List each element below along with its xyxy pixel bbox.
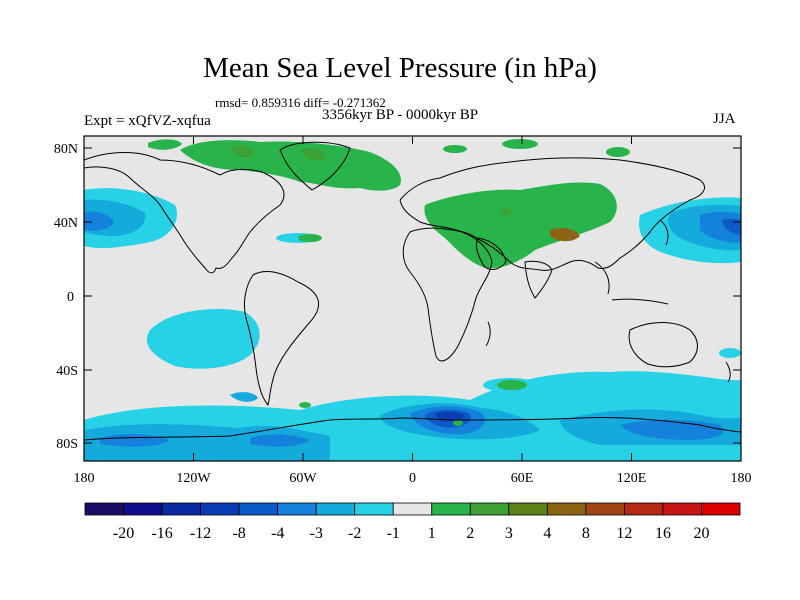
lat-tick-label: 40N	[54, 216, 78, 231]
colorbar-label: 16	[655, 525, 671, 542]
colorbar-swatch	[200, 502, 240, 516]
positive-anomaly-areas	[148, 139, 630, 426]
colorbar-swatch	[624, 502, 664, 516]
colorbar-swatch	[315, 502, 356, 516]
colorbar-label: -12	[190, 525, 211, 542]
colorbar-swatch	[161, 502, 201, 516]
colorbar-swatch	[701, 502, 741, 516]
lat-axis	[84, 147, 741, 444]
colorbar-label: 4	[543, 525, 551, 542]
colorbar-swatch	[585, 502, 625, 516]
colorbar-label: 3	[505, 525, 513, 542]
lon-axis	[83, 136, 742, 461]
colorbar-swatch	[84, 502, 124, 516]
lon-tick-label: 60E	[511, 471, 534, 486]
colorbar-label: -2	[348, 525, 361, 542]
season-label: JJA	[713, 111, 736, 127]
lon-tick-label: 180	[74, 471, 95, 486]
colorbar-swatch	[354, 502, 394, 516]
lat-tick-label: 80S	[56, 437, 78, 452]
lat-tick-label: 40S	[56, 364, 78, 379]
colorbar-swatch	[662, 502, 702, 516]
colorbar-label: 1	[428, 525, 436, 542]
colorbar-swatch	[508, 502, 548, 516]
lon-tick-label: 120E	[617, 471, 647, 486]
lon-tick-label: 120W	[176, 471, 211, 486]
lon-tick-label: 180	[731, 471, 752, 486]
experiment-label: Expt = xQfVZ-xqfua	[84, 113, 211, 129]
lon-tick-label: 60W	[289, 471, 317, 486]
colorbar-label: 20	[693, 525, 709, 542]
colorbar-labels: -20 -16 -12 -8 -4 -3 -2 -1 1 2 3 4 8 12 16 20	[113, 525, 710, 542]
negative-anomaly-areas	[84, 188, 741, 461]
colorbar-swatch	[392, 502, 433, 516]
colorbar-swatch	[238, 502, 279, 516]
period-text: 3356kyr BP - 0000kyr BP	[322, 107, 479, 123]
colorbar	[84, 502, 741, 516]
lat-tick-label: 80N	[54, 142, 78, 157]
lat-tick-label: 0	[67, 290, 74, 305]
colorbar-swatch	[546, 502, 587, 516]
colorbar-label: -1	[387, 525, 400, 542]
stats-text: rmsd= 0.859316 diff= -0.271362	[215, 95, 386, 110]
map-plot	[84, 136, 741, 461]
coastlines	[84, 141, 741, 441]
colorbar-label: -16	[151, 525, 172, 542]
colorbar-label: 12	[616, 525, 632, 542]
colorbar-swatch	[431, 502, 471, 516]
colorbar-label: 2	[466, 525, 474, 542]
colorbar-label: 8	[582, 525, 590, 542]
map-title: Mean Sea Level Pressure (in hPa)	[203, 52, 597, 84]
colorbar-swatch	[277, 502, 317, 516]
lon-tick-label: 0	[409, 471, 416, 486]
colorbar-swatch	[469, 502, 510, 516]
colorbar-label: -3	[310, 525, 323, 542]
colorbar-label: -20	[113, 525, 134, 542]
colorbar-label: -8	[232, 525, 245, 542]
colorbar-swatch	[123, 502, 163, 516]
colorbar-label: -4	[271, 525, 284, 542]
